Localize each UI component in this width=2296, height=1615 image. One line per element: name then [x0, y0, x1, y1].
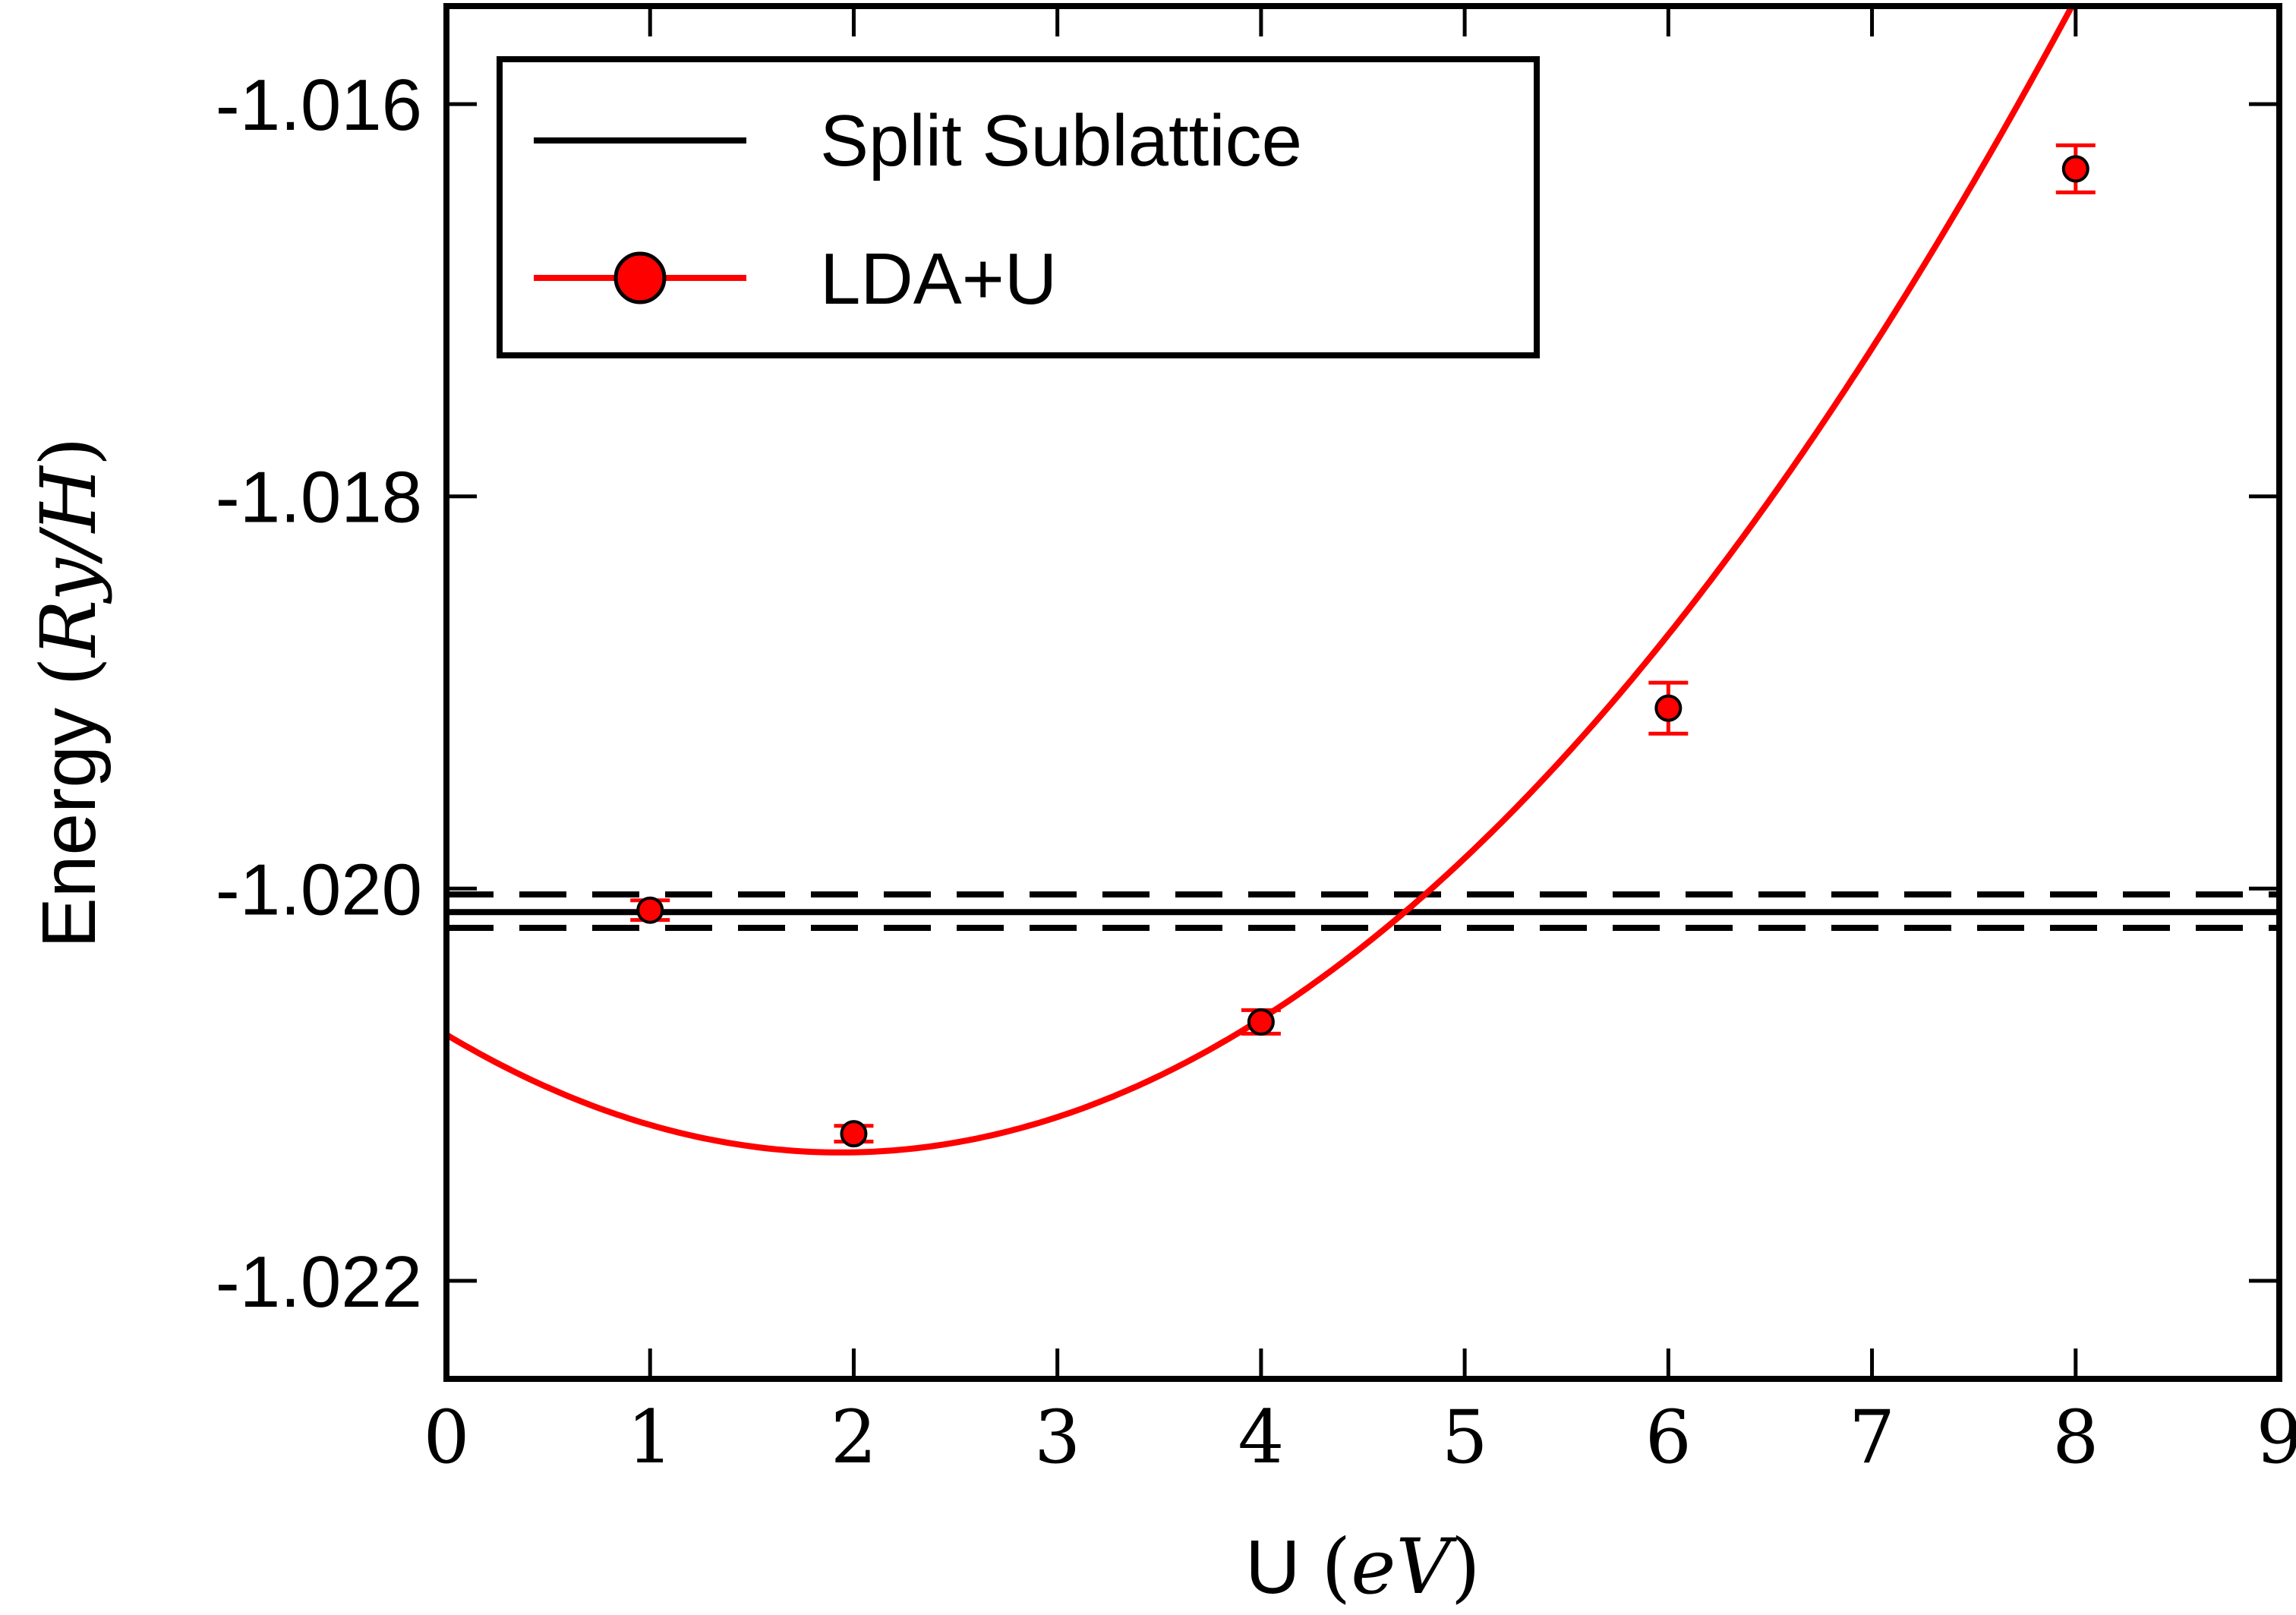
y-tick-label: -1.018	[216, 457, 422, 538]
x-axis-title-open: (	[1321, 1522, 1351, 1611]
x-tick-label: 0	[423, 1395, 469, 1480]
y-tick-label: -1.020	[216, 849, 422, 930]
x-tick-label: 5	[1442, 1395, 1488, 1480]
lda-u-point	[1247, 1008, 1275, 1036]
y-axis-title: Energy (Ry/H)	[24, 437, 113, 948]
plot-frame	[443, 3, 2282, 1382]
legend-label-split-sublattice: Split Sublattice	[820, 100, 1302, 181]
x-tick-label: 2	[831, 1395, 877, 1480]
x-tick-labels: 0 1 2 3 4 5 6 7 8 9	[423, 1395, 2296, 1480]
x-tick-label: 7	[1849, 1395, 1895, 1480]
lda-u-point	[636, 896, 664, 924]
x-tick-label: 1	[627, 1395, 673, 1480]
y-axis-title-open: (	[24, 657, 113, 686]
x-tick-label: 4	[1238, 1395, 1284, 1480]
lda-u-point	[2061, 155, 2089, 183]
x-tick-label: 9	[2256, 1395, 2296, 1480]
lda-u-point	[840, 1120, 868, 1148]
y-tick-labels: -1.022 -1.020 -1.018 -1.016	[216, 65, 422, 1323]
legend-box	[497, 56, 1540, 358]
x-tick-label: 6	[1645, 1395, 1692, 1480]
y-tick-label: -1.022	[216, 1241, 422, 1323]
x-tick-label: 3	[1034, 1395, 1080, 1480]
x-axis-title: U (eV)	[1245, 1522, 1480, 1611]
y-axis-title-close: )	[24, 437, 113, 466]
lda-u-point	[1654, 694, 1683, 722]
y-axis-title-prefix: Energy	[27, 708, 112, 948]
x-axis-title-close: )	[1451, 1522, 1481, 1611]
x-axis-title-math: eV	[1351, 1522, 1457, 1611]
y-tick-label: -1.016	[216, 65, 422, 146]
data-layer	[446, 6, 2279, 1156]
legend-label-lda-u: LDA+U	[820, 238, 1057, 320]
lda-u-fit-curve	[446, 6, 2076, 1156]
x-axis-title-prefix: U	[1245, 1525, 1300, 1610]
legend-swatch-lda-u-marker	[613, 251, 667, 304]
legend: Split Sublattice LDA+U	[497, 56, 1540, 358]
x-tick-label: 8	[2052, 1395, 2099, 1480]
y-axis-title-math: Ry/H	[24, 465, 113, 658]
